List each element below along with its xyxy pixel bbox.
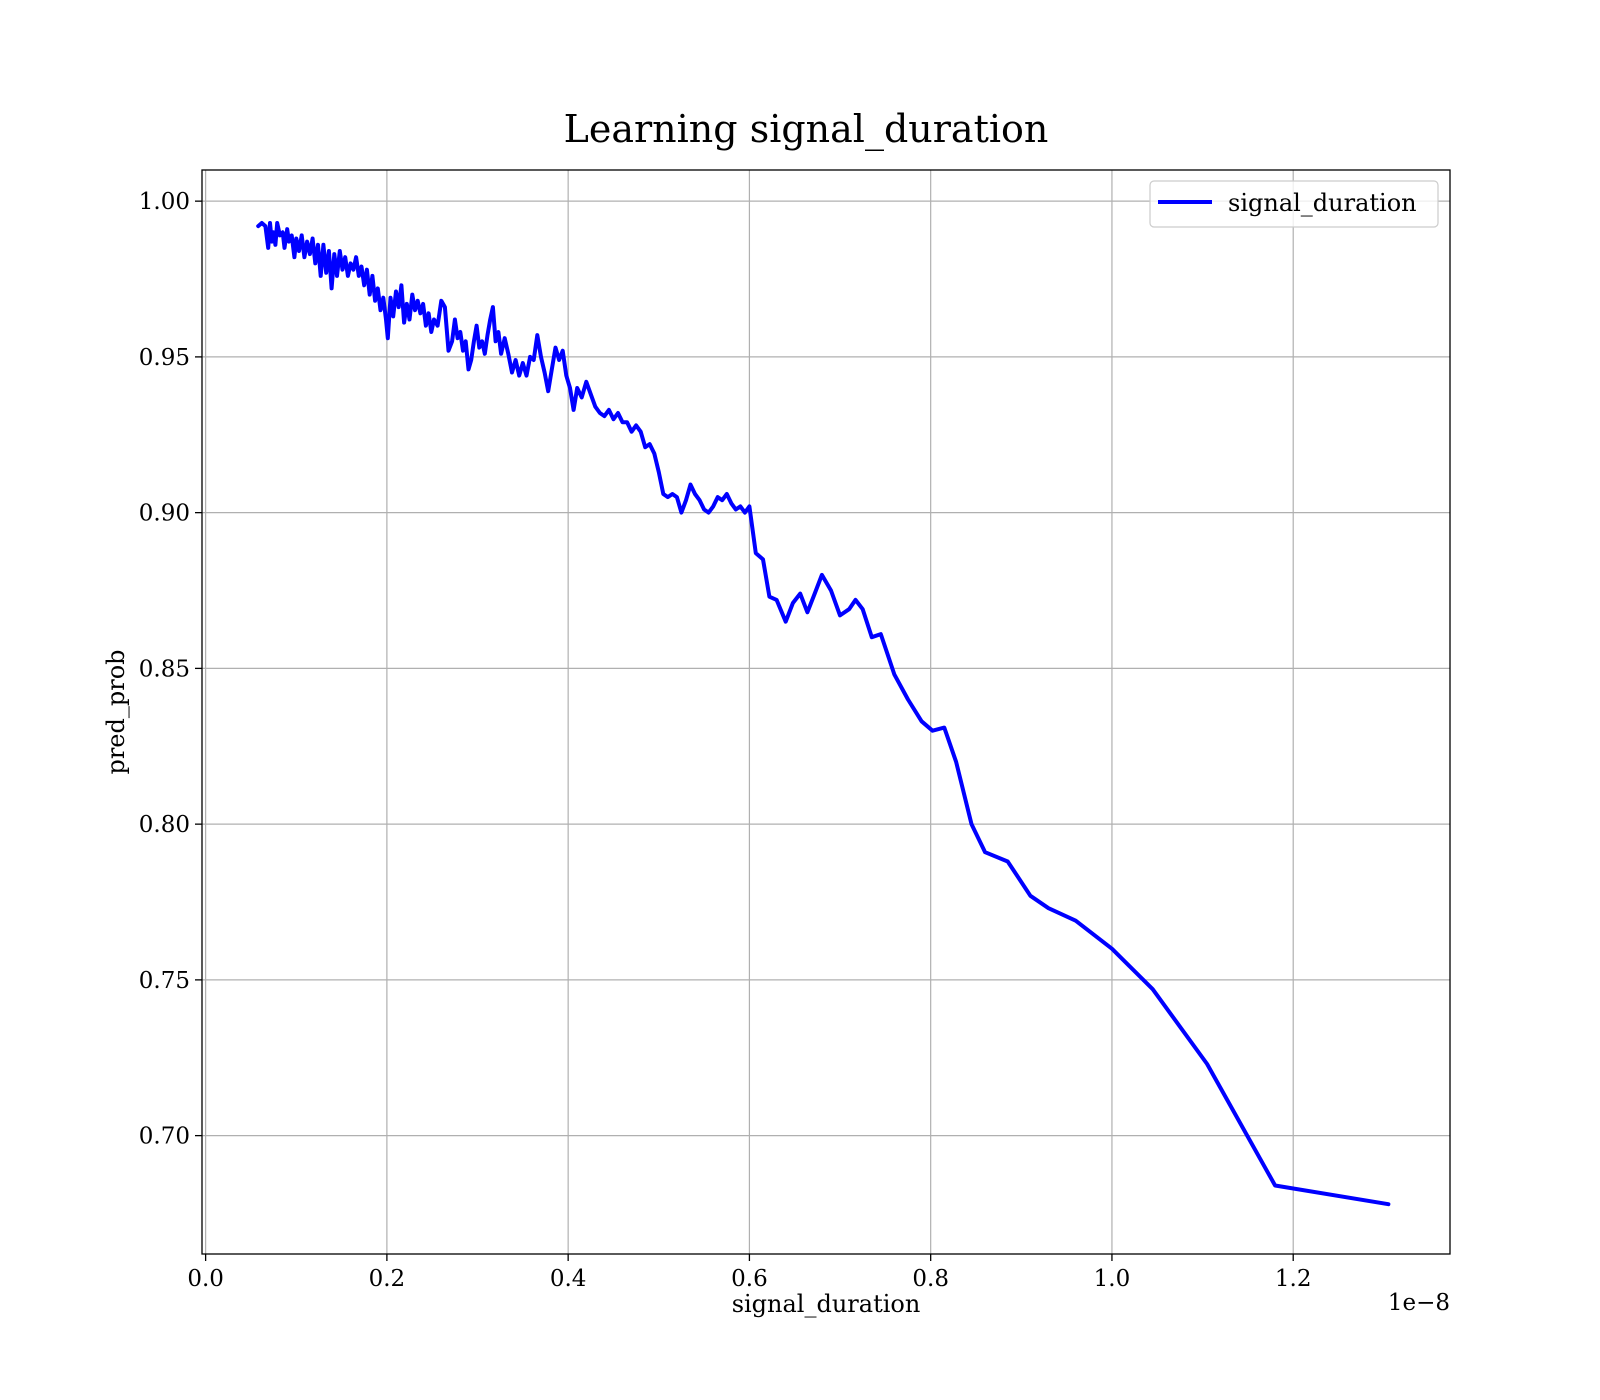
y-tick-label: 0.80 <box>139 812 190 838</box>
y-tick-label: 1.00 <box>139 189 190 215</box>
plot-area-frame <box>201 169 1451 1255</box>
legend-box <box>1149 180 1439 228</box>
x-tick-label: 0.4 <box>550 1266 587 1292</box>
y-axis-label: pred_prob <box>102 649 130 774</box>
y-tick-label: 0.75 <box>139 968 190 994</box>
x-tick-label: 0.6 <box>731 1266 768 1292</box>
y-axis-ticks: 0.70 0.75 0.80 0.85 0.90 0.95 1.00 <box>139 189 202 1150</box>
legend-label-signal-duration: signal_duration <box>1228 189 1417 217</box>
series-line-signal-duration <box>256 221 1391 1207</box>
x-axis-offset-label: 1e−8 <box>1388 1290 1450 1316</box>
x-tick-label: 1.0 <box>1094 1266 1131 1292</box>
x-axis-ticks: 0.0 0.2 0.4 0.6 0.8 1.0 1.2 <box>187 1254 1311 1292</box>
y-tick-label: 0.70 <box>139 1124 190 1150</box>
x-tick-label: 0.0 <box>187 1266 224 1292</box>
x-tick-label: 0.8 <box>912 1266 949 1292</box>
series-layer <box>256 221 1391 1207</box>
x-tick-label: 0.2 <box>369 1266 406 1292</box>
y-tick-label: 0.95 <box>139 345 190 371</box>
legend: signal_duration <box>1149 180 1439 228</box>
y-tick-label: 0.90 <box>139 501 190 527</box>
chart-title: Learning signal_duration <box>564 107 1049 152</box>
x-axis-label: signal_duration <box>732 1290 921 1318</box>
x-tick-label: 1.2 <box>1275 1266 1312 1292</box>
y-tick-label: 0.85 <box>139 656 190 682</box>
